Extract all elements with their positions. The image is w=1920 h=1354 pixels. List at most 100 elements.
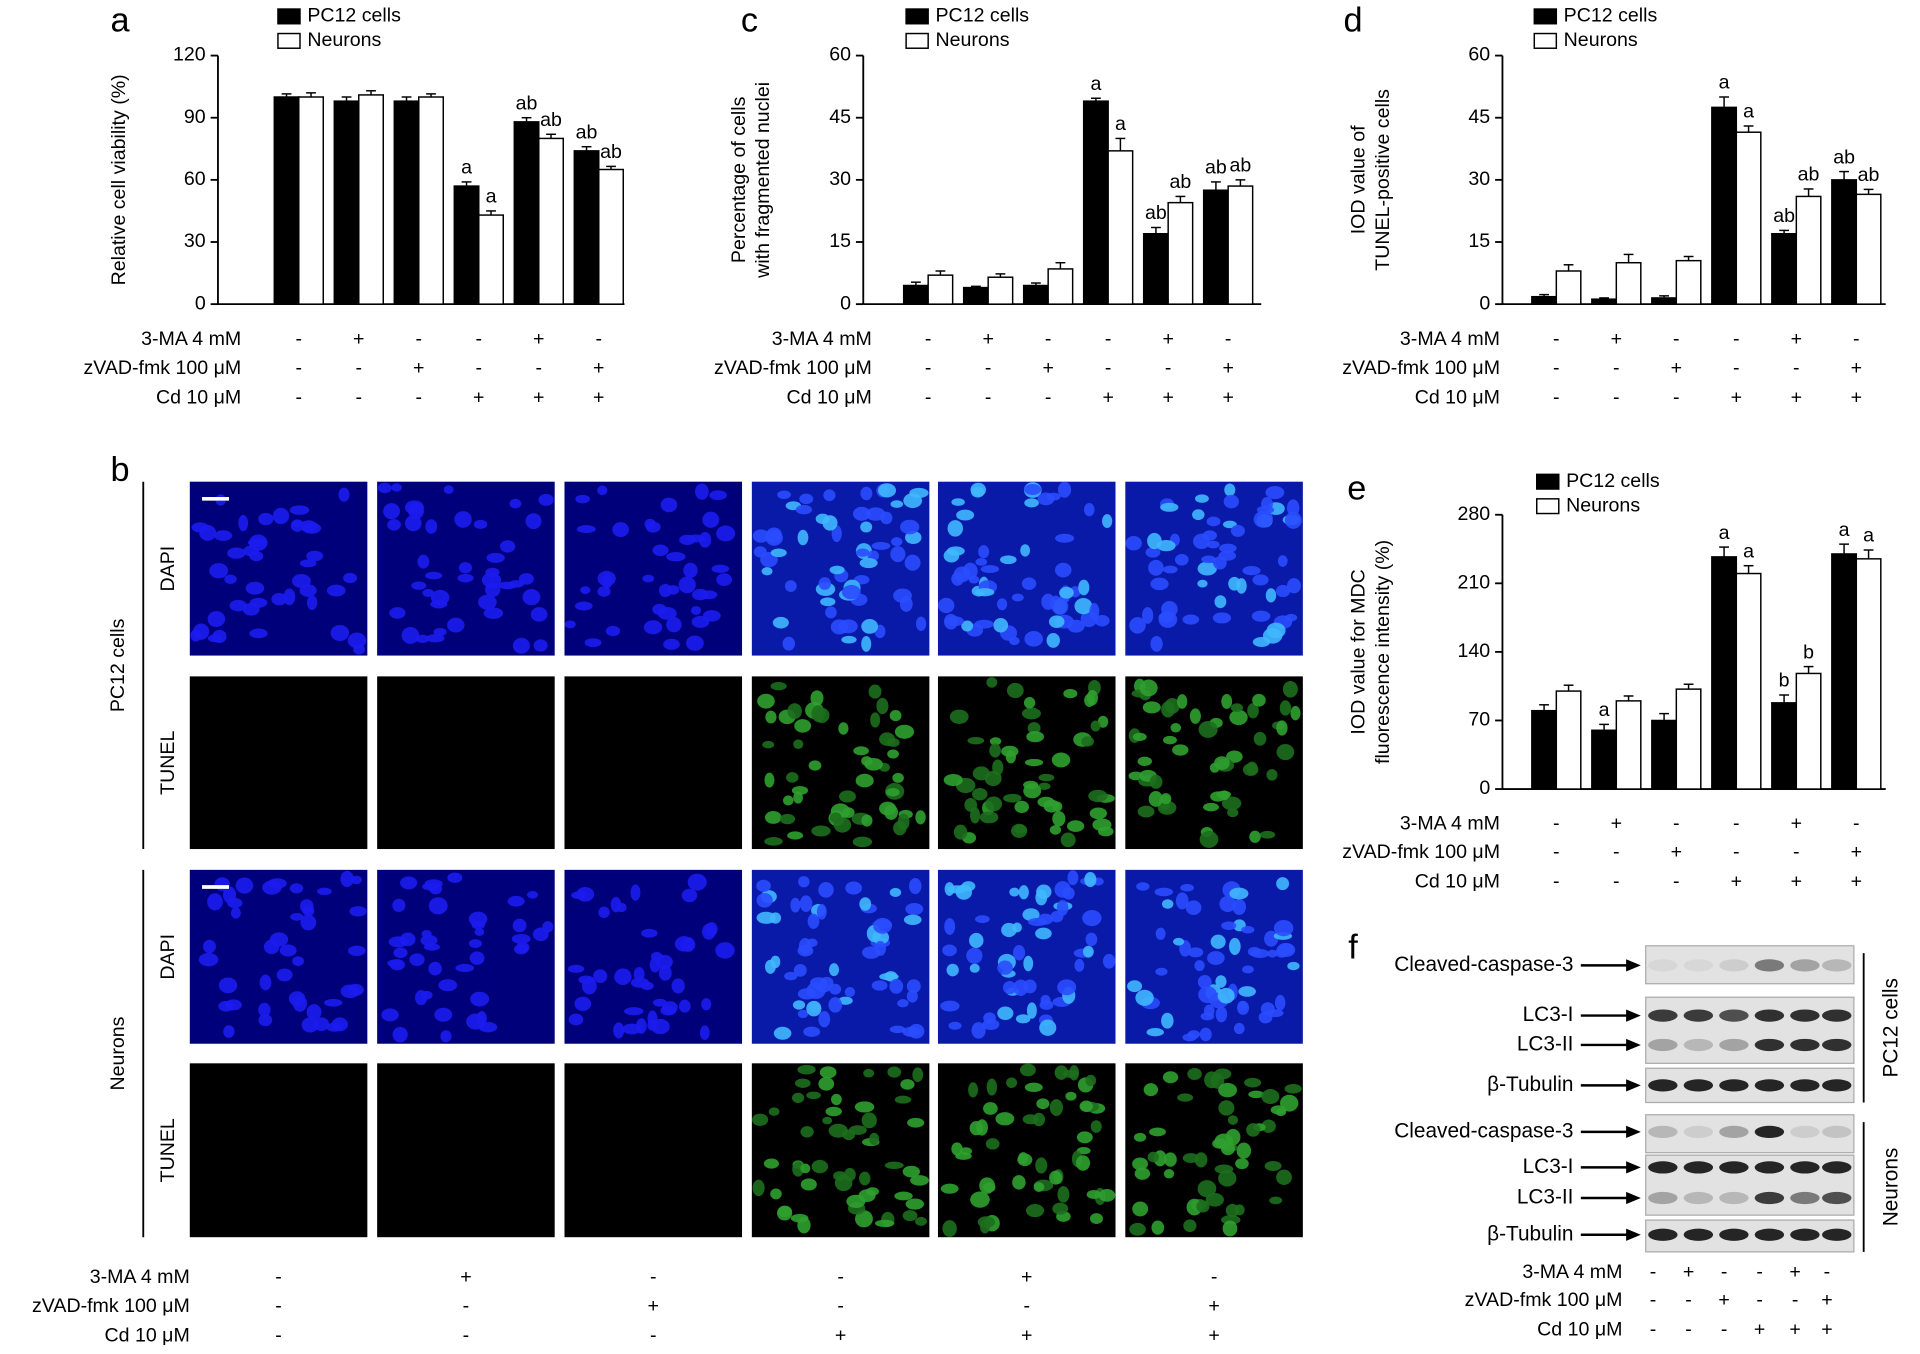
bar	[513, 121, 540, 305]
nucleus	[975, 588, 995, 597]
nucleus	[478, 594, 497, 610]
nucleus	[786, 772, 799, 783]
nucleus	[940, 1183, 959, 1194]
nucleus	[902, 1165, 920, 1178]
treatment-label: zVAD-fmk 100 μM	[83, 357, 241, 379]
treatment-sign: -	[985, 357, 992, 379]
nucleus	[1089, 1213, 1103, 1224]
nucleus	[772, 616, 789, 629]
bar	[598, 168, 624, 305]
nucleus	[818, 1011, 831, 1028]
nucleus	[301, 1017, 319, 1033]
nucleus	[454, 511, 472, 528]
y-axis-label: IOD value for MDC	[1347, 569, 1369, 734]
nucleus	[846, 1194, 866, 1209]
nucleus	[243, 545, 259, 557]
bar	[1555, 690, 1582, 790]
nucleus	[791, 1092, 805, 1104]
nucleus	[1021, 577, 1037, 590]
treatment-sign: +	[593, 387, 604, 409]
nucleus	[1266, 769, 1278, 781]
nucleus	[666, 617, 682, 633]
nucleus	[992, 759, 1004, 776]
treatment-sign: -	[925, 328, 932, 350]
bar	[1795, 672, 1822, 790]
nucleus	[258, 1002, 271, 1017]
treatment-sign: +	[982, 328, 993, 350]
nucleus	[1195, 494, 1209, 503]
nucleus	[1135, 989, 1154, 1006]
nucleus	[1089, 807, 1108, 820]
treatment-label: Cd 10 μM	[1415, 387, 1500, 409]
nucleus	[1175, 892, 1189, 910]
nucleus	[340, 870, 354, 887]
nucleus	[831, 525, 842, 543]
treatment-sign: +	[353, 328, 364, 350]
bar	[1771, 702, 1798, 790]
nucleus	[218, 1000, 235, 1012]
nucleus	[411, 581, 427, 590]
treatment-sign: -	[1673, 813, 1680, 835]
nucleus	[1046, 632, 1060, 648]
nucleus	[757, 693, 775, 709]
nucleus	[207, 634, 223, 643]
band	[1719, 1191, 1749, 1205]
nucleus	[1020, 544, 1031, 557]
nucleus	[330, 624, 350, 642]
nucleus	[761, 567, 773, 576]
legend-swatch	[905, 8, 929, 25]
nucleus	[889, 887, 902, 897]
nucleus	[512, 637, 530, 654]
bar	[1651, 719, 1678, 790]
bar	[273, 96, 300, 305]
nucleus	[792, 1161, 804, 1177]
nucleus	[1035, 1157, 1048, 1174]
bar	[418, 96, 444, 305]
nucleus	[795, 504, 813, 515]
nucleus	[279, 944, 297, 957]
y-axis-label: TUNEL-positive cells	[1372, 89, 1394, 271]
nucleus	[438, 979, 458, 992]
nucleus	[879, 801, 897, 816]
nucleus	[1193, 533, 1210, 549]
nucleus	[580, 586, 591, 595]
bar	[1591, 298, 1618, 305]
nucleus	[716, 525, 736, 542]
nucleus	[868, 684, 882, 699]
band	[1822, 1009, 1852, 1022]
nucleus	[630, 884, 641, 901]
nucleus	[887, 749, 899, 759]
bar	[902, 284, 929, 305]
band	[1648, 1125, 1678, 1139]
nucleus	[764, 772, 775, 788]
nucleus	[343, 572, 358, 584]
nucleus	[1009, 887, 1020, 897]
bar	[538, 137, 564, 305]
nucleus	[671, 978, 685, 994]
nucleus	[1055, 533, 1075, 543]
treatment-sign: +	[593, 357, 604, 379]
nucleus	[1163, 1169, 1175, 1179]
nucleus	[833, 817, 852, 833]
treatment-sign: -	[1553, 357, 1560, 379]
nucleus	[1057, 1186, 1070, 1203]
row-label: TUNEL	[157, 731, 179, 795]
nucleus	[1194, 960, 1205, 972]
significance-label: a	[1743, 540, 1754, 562]
treatment-sign: -	[1650, 1318, 1657, 1340]
nucleus	[1051, 598, 1069, 615]
nucleus	[855, 1210, 873, 1228]
nucleus	[409, 953, 425, 966]
nucleus	[428, 961, 442, 976]
band-label: Cleaved-caspase-3	[1394, 953, 1573, 976]
nucleus	[388, 936, 408, 948]
nucleus	[203, 939, 216, 954]
band	[1683, 1161, 1714, 1174]
band-label: LC3-I	[1523, 1003, 1574, 1026]
nucleus	[218, 977, 238, 994]
bar	[1831, 553, 1858, 790]
micrograph	[564, 1063, 743, 1238]
nucleus	[940, 1000, 960, 1012]
nucleus	[797, 1064, 816, 1075]
nucleus	[1226, 750, 1243, 763]
